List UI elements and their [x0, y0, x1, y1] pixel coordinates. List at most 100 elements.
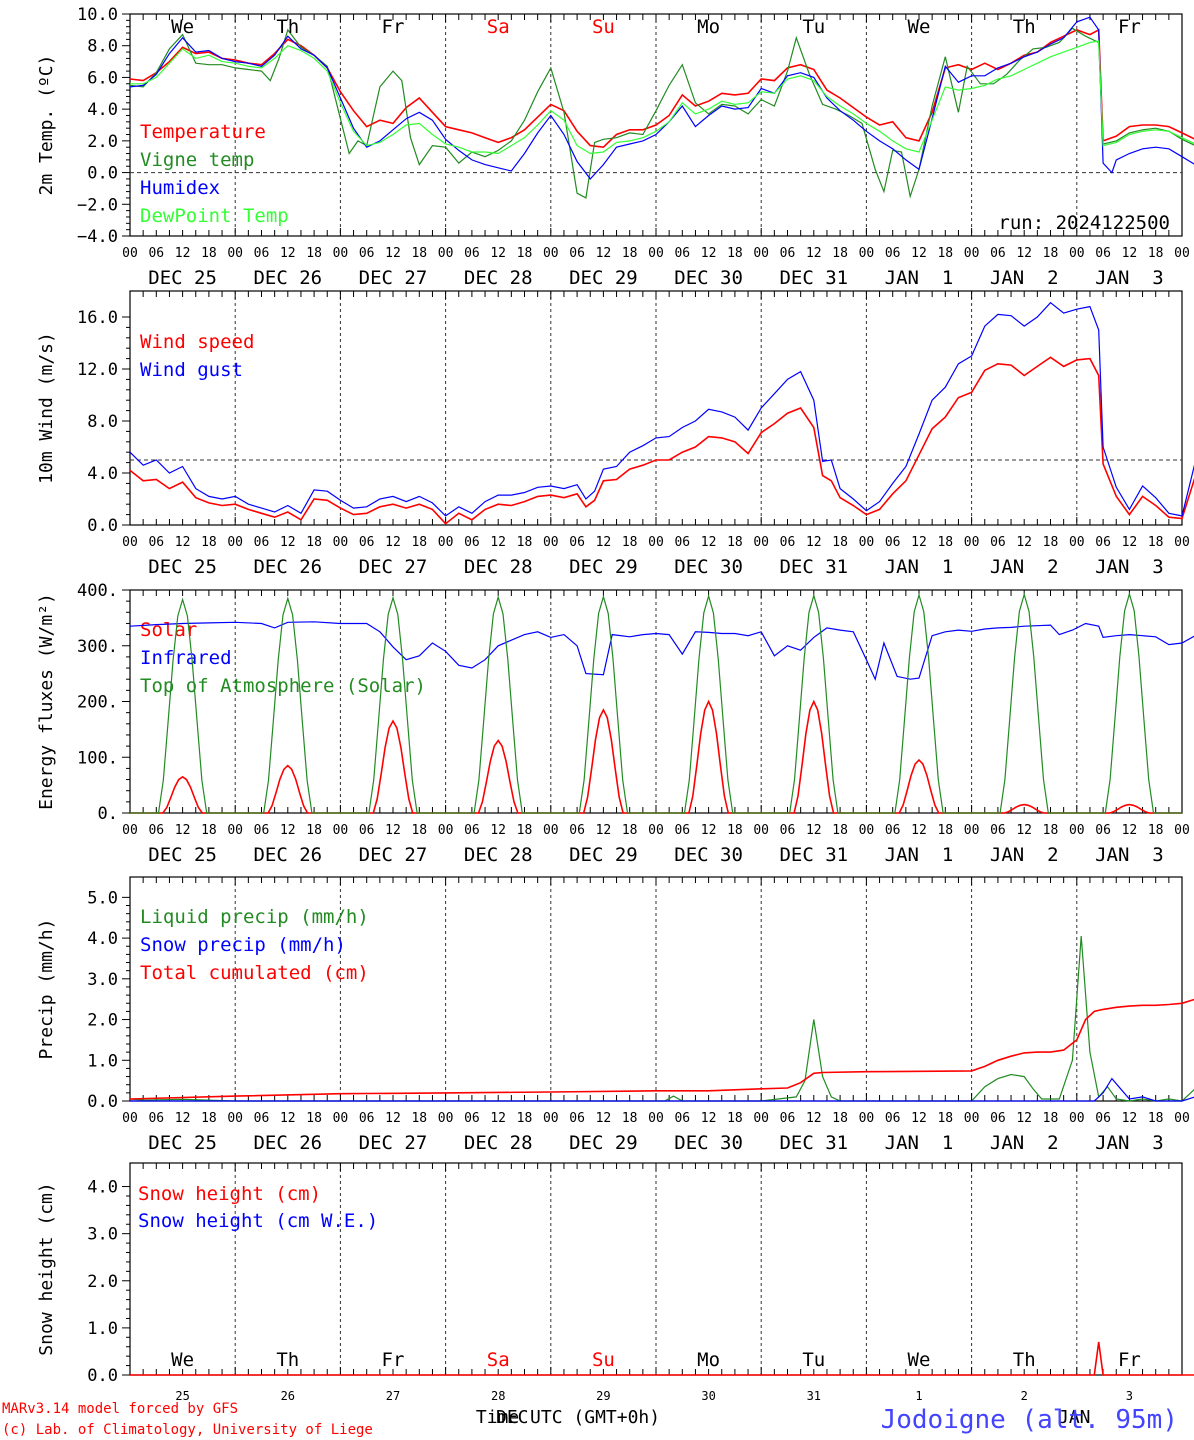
hour-tick-label: 00: [1174, 535, 1190, 550]
hour-tick-label: 06: [1095, 1111, 1111, 1126]
hour-tick-label: 06: [569, 246, 585, 261]
hour-tick-label: 00: [1069, 246, 1085, 261]
station-label: Jodoigne (alt. 95m): [881, 1405, 1178, 1435]
y-tick-label: 0.0: [87, 1366, 118, 1386]
hour-tick-label: 12: [806, 823, 822, 838]
y-tick-label: 300.: [77, 637, 118, 657]
hour-tick-label: 12: [596, 246, 612, 261]
hour-tick-label: 00: [227, 823, 243, 838]
hour-tick-label: 18: [1043, 823, 1059, 838]
date-label: DEC 26: [253, 844, 322, 866]
hour-tick-label: 00: [648, 823, 664, 838]
weekday-label: Th: [1013, 1349, 1036, 1371]
hour-tick-label: 12: [175, 1111, 191, 1126]
date-label: DEC 31: [779, 1132, 848, 1154]
weekday-label: Mo: [697, 16, 720, 38]
legend-entry: Snow height (cm W.E.): [138, 1210, 378, 1232]
date-label: JAN 1: [885, 1132, 954, 1154]
date-label: DEC 31: [779, 267, 848, 289]
overlap-jan-label: JAN: [1058, 1407, 1091, 1428]
date-label: JAN 3: [1095, 844, 1164, 866]
y-tick-label: 2.0: [87, 1011, 118, 1031]
hour-tick-label: 12: [280, 246, 296, 261]
y-tick-label: 12.0: [77, 360, 118, 380]
hour-tick-label: 06: [464, 823, 480, 838]
hour-tick-label: 00: [753, 823, 769, 838]
hour-tick-label: 18: [937, 535, 953, 550]
date-label: DEC 26: [253, 556, 322, 578]
hour-tick-label: 06: [885, 823, 901, 838]
legend-entry: Liquid precip (mm/h): [140, 906, 369, 928]
hour-tick-label: 12: [911, 535, 927, 550]
weekday-label: We: [171, 16, 194, 38]
hour-tick-label: 06: [569, 535, 585, 550]
overlap-dec-label: DEC: [496, 1407, 529, 1428]
y-axis-label: 10m Wind (m/s): [36, 332, 57, 484]
hour-tick-label: 06: [780, 535, 796, 550]
day-number-label: 3: [1126, 1389, 1133, 1403]
date-label: DEC 29: [569, 1132, 638, 1154]
hour-tick-label: 00: [438, 535, 454, 550]
date-label: DEC 31: [779, 556, 848, 578]
weekday-label: We: [908, 1349, 931, 1371]
hour-tick-label: 18: [306, 1111, 322, 1126]
hour-tick-label: 00: [122, 1111, 138, 1126]
date-label: DEC 27: [359, 267, 428, 289]
hour-tick-label: 00: [543, 535, 559, 550]
date-label: DEC 28: [464, 844, 533, 866]
date-label: JAN 1: [885, 556, 954, 578]
hour-tick-label: 06: [674, 535, 690, 550]
hour-tick-label: 12: [911, 246, 927, 261]
weekday-label: Th: [1013, 16, 1036, 38]
date-label: DEC 30: [674, 844, 743, 866]
hour-tick-label: 06: [359, 1111, 375, 1126]
hour-tick-label: 00: [1069, 535, 1085, 550]
run-annotation: run: 2024122500: [998, 212, 1170, 234]
date-label: DEC 29: [569, 844, 638, 866]
date-label: JAN 2: [990, 556, 1059, 578]
y-tick-label: 0.0: [87, 516, 118, 536]
hour-tick-label: 06: [1095, 246, 1111, 261]
hour-tick-label: 18: [727, 823, 743, 838]
hour-tick-label: 06: [990, 823, 1006, 838]
legend-entry: Snow height (cm): [138, 1183, 321, 1205]
hour-tick-label: 18: [517, 823, 533, 838]
hour-tick-label: 18: [306, 823, 322, 838]
hour-tick-label: 06: [148, 535, 164, 550]
y-tick-label: 3.0: [87, 970, 118, 990]
legend-entry: Wind gust: [140, 359, 243, 381]
day-number-label: 30: [701, 1389, 715, 1403]
hour-tick-label: 12: [596, 535, 612, 550]
date-label: DEC 27: [359, 844, 428, 866]
weekday-label: We: [171, 1349, 194, 1371]
hour-tick-label: 00: [122, 823, 138, 838]
model-credit: MARv3.14 model forced by GFS: [2, 1401, 238, 1417]
time-axis-label: Time UTC (GMT+0h): [476, 1407, 660, 1428]
hour-tick-label: 12: [701, 823, 717, 838]
y-tick-label: 4.0: [87, 464, 118, 484]
date-label: DEC 25: [148, 1132, 217, 1154]
series-line-total-cumulated-cm-: [129, 998, 1194, 1100]
weekday-label: Mo: [697, 1349, 720, 1371]
hour-tick-label: 18: [622, 823, 638, 838]
hour-tick-label: 12: [596, 1111, 612, 1126]
date-label: JAN 2: [990, 844, 1059, 866]
date-label: JAN 3: [1095, 267, 1164, 289]
series-line-vigne-temp: [129, 27, 1194, 199]
y-tick-label: 1.0: [87, 1319, 118, 1339]
hour-tick-label: 18: [306, 535, 322, 550]
date-label: DEC 30: [674, 267, 743, 289]
weekday-label: Fr: [382, 1349, 405, 1371]
hour-tick-label: 18: [201, 246, 217, 261]
hour-tick-label: 00: [122, 535, 138, 550]
hour-tick-label: 06: [359, 535, 375, 550]
weekday-label: Fr: [1118, 1349, 1141, 1371]
hour-tick-label: 06: [674, 823, 690, 838]
hour-tick-label: 12: [806, 535, 822, 550]
hour-tick-label: 06: [148, 1111, 164, 1126]
hour-tick-label: 12: [490, 246, 506, 261]
hour-tick-label: 18: [201, 823, 217, 838]
y-tick-label: 1.0: [87, 1051, 118, 1071]
hour-tick-label: 00: [438, 246, 454, 261]
